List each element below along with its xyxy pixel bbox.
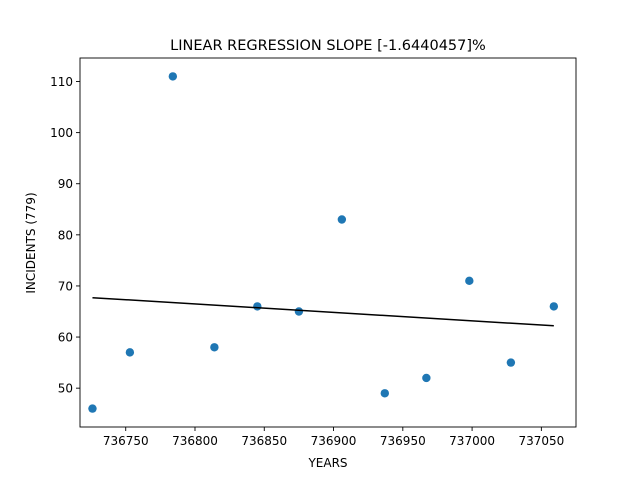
x-tick-label: 736800 — [172, 434, 218, 448]
x-tick-label: 736850 — [241, 434, 287, 448]
data-point — [294, 307, 304, 316]
data-point — [506, 358, 516, 367]
data-point — [380, 389, 389, 398]
y-tick-label: 110 — [50, 75, 73, 89]
y-tick-label: 60 — [58, 331, 73, 345]
data-point — [125, 348, 135, 357]
y-tick-label: 50 — [58, 382, 73, 396]
x-tick-label: 736950 — [380, 434, 426, 448]
x-tick-label: 737000 — [449, 434, 495, 448]
y-axis-label: INCIDENTS (779) — [24, 192, 38, 293]
data-point — [210, 343, 219, 352]
data-point — [422, 373, 431, 383]
y-tick-label: 90 — [58, 177, 73, 191]
data-point — [88, 404, 97, 413]
plot-area: 736750 736800 736850 736900 736950 737000 7370… — [50, 57, 577, 448]
y-tick-label: 80 — [58, 228, 73, 242]
data-point — [337, 215, 347, 224]
x-axis-label: YEARS — [307, 456, 347, 470]
plot-frame — [79, 57, 577, 428]
x-tick-label: 736750 — [103, 434, 149, 448]
y-tick-label: 70 — [58, 279, 73, 293]
x-tick-label: 737050 — [518, 434, 564, 448]
regression-line — [92, 296, 554, 327]
chart-title: LINEAR REGRESSION SLOPE [-1.6440457]% — [170, 38, 486, 54]
y-tick-label: 100 — [50, 126, 73, 140]
x-tick-label: 736900 — [311, 434, 357, 448]
data-point — [168, 72, 178, 81]
data-point — [465, 276, 474, 286]
data-point — [549, 302, 559, 311]
data-point — [253, 302, 262, 311]
